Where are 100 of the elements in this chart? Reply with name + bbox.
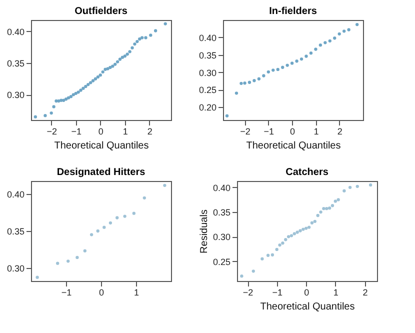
point: [286, 235, 290, 238]
point: [133, 42, 136, 46]
point: [314, 48, 318, 51]
point: [66, 96, 70, 100]
point: [116, 60, 120, 64]
point: [114, 62, 117, 66]
point: [90, 233, 94, 236]
point: [123, 54, 126, 58]
point: [328, 39, 332, 42]
x-tick-label: 1: [314, 126, 319, 136]
point: [102, 226, 106, 229]
point: [328, 206, 332, 210]
point: [120, 56, 124, 59]
point: [338, 32, 341, 36]
point: [76, 256, 79, 260]
point: [292, 232, 296, 236]
point: [270, 253, 274, 256]
point: [275, 248, 278, 252]
point: [140, 36, 144, 40]
point: [257, 77, 261, 80]
x-tick-label: 2: [362, 288, 368, 298]
x-tick-label: 2: [147, 126, 152, 136]
point: [50, 111, 53, 115]
point: [300, 57, 304, 61]
point: [123, 214, 126, 218]
point: [101, 70, 104, 74]
point: [347, 28, 350, 32]
y-tick-label: 0.30: [212, 232, 230, 242]
point: [72, 93, 75, 96]
point: [290, 62, 294, 65]
chart-title: Outfielders: [74, 6, 128, 17]
y-tick-label: 0.40: [6, 26, 24, 37]
y-tick-label: 0.35: [6, 58, 24, 69]
point: [342, 189, 346, 192]
point: [278, 243, 282, 247]
point: [54, 99, 58, 103]
point: [330, 204, 334, 208]
x-tick-label: −2: [46, 126, 57, 136]
point: [118, 58, 122, 61]
x-axis-title: Theoretical Quantiles: [54, 140, 149, 152]
point: [266, 254, 270, 257]
point: [57, 99, 60, 103]
point: [243, 81, 246, 85]
point: [86, 82, 90, 86]
point: [302, 228, 305, 231]
y-tick-label: 0.30: [198, 68, 216, 78]
point: [84, 84, 88, 88]
point: [368, 183, 372, 187]
point: [89, 81, 92, 84]
point: [83, 249, 86, 252]
point: [276, 68, 280, 72]
x-tick-label: 2: [337, 126, 342, 136]
point: [342, 30, 346, 33]
y-tick-label: 0.30: [6, 90, 24, 100]
point: [322, 207, 326, 210]
point: [333, 36, 336, 40]
point: [82, 86, 85, 90]
y-tick-label: 0.25: [212, 256, 230, 267]
point: [225, 114, 229, 118]
x-axis-title: Theoretical Quantiles: [246, 140, 341, 152]
point: [108, 66, 112, 70]
point: [319, 210, 322, 214]
point: [111, 64, 114, 68]
point: [313, 220, 316, 223]
point: [272, 68, 275, 72]
point: [262, 74, 266, 78]
point: [348, 186, 352, 189]
x-tick-label: −1: [61, 288, 72, 298]
x-tick-label: −2: [242, 288, 254, 298]
point: [44, 114, 47, 118]
point: [309, 52, 313, 55]
x-tick-label: 0: [304, 288, 310, 298]
point: [108, 221, 112, 224]
point: [130, 46, 134, 50]
point: [132, 212, 136, 215]
point: [290, 234, 294, 238]
y-tick-label: 0.25: [198, 85, 216, 96]
point: [356, 184, 359, 188]
point: [164, 22, 167, 26]
y-axis-title: Residuals: [198, 210, 210, 254]
chart-title: In-fielders: [269, 6, 318, 17]
point: [106, 67, 110, 70]
point: [316, 214, 320, 218]
point: [324, 41, 327, 44]
x-tick-label: −1: [71, 126, 82, 136]
point: [286, 64, 289, 67]
point: [96, 229, 100, 233]
point: [318, 44, 322, 47]
y-tick-label: 0.35: [6, 226, 24, 236]
point: [79, 88, 82, 92]
point: [116, 216, 119, 220]
point: [91, 79, 95, 82]
point: [325, 207, 328, 210]
point: [248, 80, 252, 84]
point: [163, 184, 166, 187]
y-tick-label: 0.40: [6, 190, 24, 200]
point: [154, 29, 158, 32]
x-tick-label: 1: [122, 126, 128, 136]
point: [98, 73, 102, 77]
point: [284, 238, 288, 242]
